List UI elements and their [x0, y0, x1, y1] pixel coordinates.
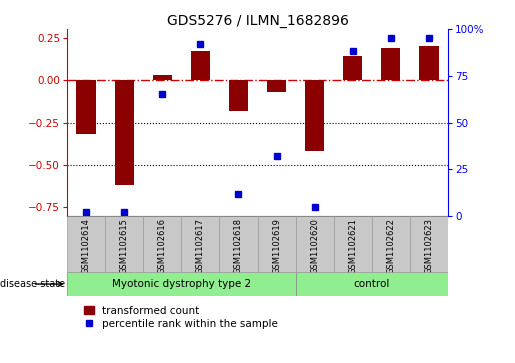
Bar	[67, 216, 105, 272]
Bar	[219, 216, 258, 272]
Text: GSM1102622: GSM1102622	[386, 218, 396, 274]
Bar	[114, 80, 134, 185]
Bar	[305, 80, 324, 151]
Text: GSM1102617: GSM1102617	[196, 218, 205, 274]
Title: GDS5276 / ILMN_1682896: GDS5276 / ILMN_1682896	[166, 14, 349, 28]
Text: GSM1102623: GSM1102623	[424, 218, 434, 274]
Text: GSM1102616: GSM1102616	[158, 218, 167, 274]
Bar	[181, 216, 219, 272]
Text: GSM1102618: GSM1102618	[234, 218, 243, 274]
Text: GSM1102620: GSM1102620	[310, 218, 319, 274]
Text: Myotonic dystrophy type 2: Myotonic dystrophy type 2	[112, 279, 251, 289]
Legend: transformed count, percentile rank within the sample: transformed count, percentile rank withi…	[82, 305, 279, 330]
Bar	[105, 216, 143, 272]
Text: control: control	[354, 279, 390, 289]
Text: GSM1102619: GSM1102619	[272, 218, 281, 274]
Bar	[382, 48, 401, 80]
Bar	[296, 272, 448, 296]
Text: GSM1102614: GSM1102614	[81, 218, 91, 274]
Text: disease state: disease state	[0, 279, 65, 289]
Bar	[372, 216, 410, 272]
Bar	[334, 216, 372, 272]
Bar	[153, 75, 172, 80]
Bar	[267, 80, 286, 92]
Bar	[296, 216, 334, 272]
Text: GSM1102615: GSM1102615	[119, 218, 129, 274]
Bar	[67, 272, 296, 296]
Bar	[143, 216, 181, 272]
Bar	[410, 216, 448, 272]
Bar	[344, 56, 363, 80]
Bar	[258, 216, 296, 272]
Bar	[76, 80, 96, 134]
Bar	[229, 80, 248, 111]
Text: GSM1102621: GSM1102621	[348, 218, 357, 274]
Bar	[419, 46, 439, 80]
Bar	[191, 51, 210, 80]
